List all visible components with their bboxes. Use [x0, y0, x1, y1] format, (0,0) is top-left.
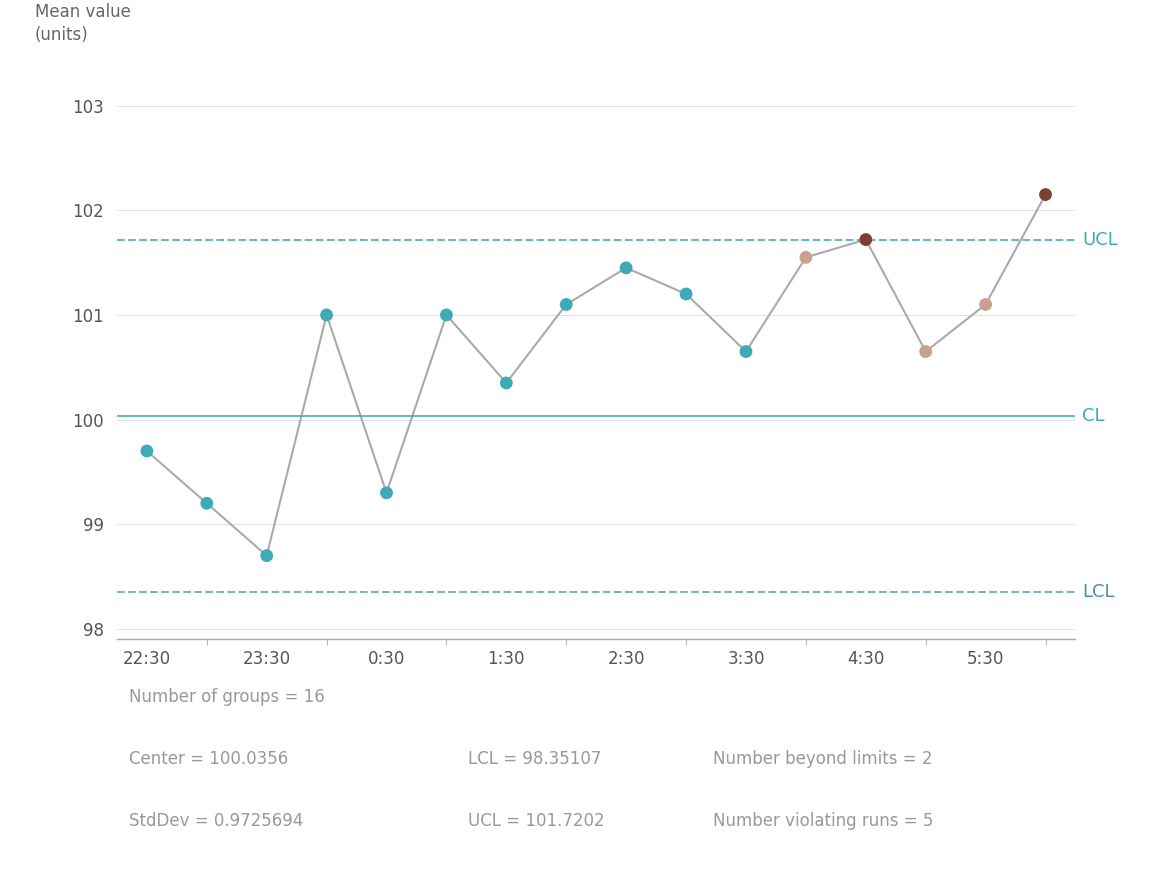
Text: UCL = 101.7202: UCL = 101.7202 [468, 812, 604, 830]
Point [617, 261, 636, 275]
Text: Number violating runs = 5: Number violating runs = 5 [713, 812, 934, 830]
Text: Center = 100.0356: Center = 100.0356 [129, 749, 288, 768]
Text: Mean value
(units): Mean value (units) [35, 3, 131, 44]
Point [317, 308, 336, 322]
Text: UCL: UCL [1082, 231, 1119, 249]
Text: LCL = 98.35107: LCL = 98.35107 [468, 749, 601, 768]
Point [497, 376, 516, 390]
Text: CL: CL [1082, 407, 1105, 424]
Point [1036, 187, 1054, 202]
Point [916, 345, 935, 359]
Point [198, 496, 216, 511]
Point [257, 549, 276, 563]
Point [378, 486, 396, 500]
Point [976, 297, 995, 312]
Point [437, 308, 456, 322]
Point [796, 250, 815, 265]
Point [556, 297, 575, 312]
Point [736, 345, 755, 359]
Text: LCL: LCL [1082, 583, 1115, 601]
Point [677, 287, 696, 301]
Text: Number beyond limits = 2: Number beyond limits = 2 [713, 749, 933, 768]
Point [138, 444, 157, 458]
Text: StdDev = 0.9725694: StdDev = 0.9725694 [129, 812, 303, 830]
Text: Number of groups = 16: Number of groups = 16 [129, 687, 324, 706]
Point [857, 233, 876, 247]
